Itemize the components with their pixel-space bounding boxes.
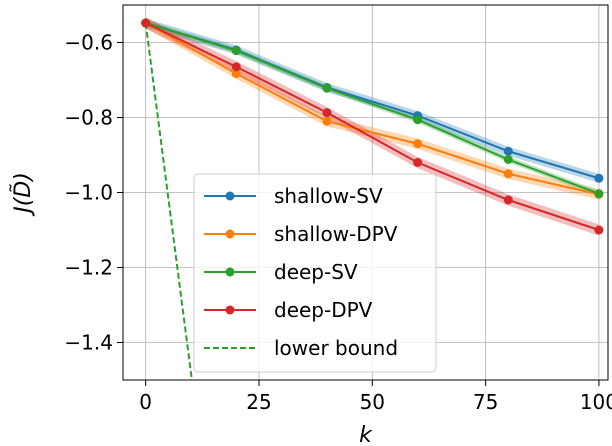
shallow-dpv-point [231, 69, 241, 79]
y-axis-label: J(D̃) [10, 172, 36, 217]
lower-bound-line [144, 22, 193, 381]
y-tick-label: −1.0 [64, 181, 113, 205]
legend-shallow-dpv-label: shallow-DPV [274, 222, 398, 246]
shallow-dpv-point [503, 169, 513, 179]
deep-dpv-line [145, 22, 600, 231]
legend-lower-bound-label: lower bound [274, 336, 398, 360]
x-tick-label: 75 [473, 390, 498, 414]
series-lines [144, 22, 600, 381]
legend-deep-dpv-label: deep-DPV [274, 298, 373, 322]
axis-ticks: 0 25 50 75 100 −1.4 −1.2 −1.0 −0.8 −0.6 [64, 31, 612, 415]
shallow-sv-point [594, 173, 604, 183]
x-tick-label: 50 [360, 390, 385, 414]
legend-shallow-dpv-marker [225, 229, 235, 239]
y-tick-label: −0.8 [64, 106, 113, 130]
y-tick-label: −1.4 [64, 331, 113, 355]
shallow-sv-point [503, 146, 513, 156]
legend-deep-sv-label: deep-SV [274, 260, 358, 284]
deep-dpv-point [322, 108, 332, 118]
deep-sv-point [231, 46, 241, 56]
shallow-dpv-band [145, 17, 599, 200]
series-markers [141, 18, 604, 235]
shallow-dpv-point [322, 116, 332, 126]
x-axis-label: k [359, 423, 373, 446]
deep-sv-point [503, 155, 513, 164]
deep-dpv-point [231, 62, 241, 72]
y-tick-label: −1.2 [64, 256, 113, 280]
deep-sv-band [145, 20, 599, 197]
x-tick-label: 0 [139, 390, 152, 414]
legend: shallow-SV shallow-DPV deep-SV deep-DPV lowe… [193, 173, 437, 373]
y-tick-label: −0.6 [64, 31, 113, 55]
deep-sv-point [413, 115, 423, 125]
legend-shallow-sv-marker [225, 191, 235, 201]
deep-sv-point [594, 189, 604, 199]
legend-deep-dpv-marker [225, 305, 235, 315]
shallow-dpv-line [145, 22, 600, 196]
deep-dpv-band [145, 17, 599, 236]
deep-dpv-point [594, 225, 604, 235]
deep-sv-point [322, 83, 332, 93]
deep-dpv-point [141, 18, 151, 28]
x-tick-label: 100 [580, 390, 612, 414]
deep-dpv-point [413, 158, 423, 167]
deep-sv-line [145, 22, 600, 195]
shallow-dpv-point [413, 139, 423, 149]
deep-dpv-point [503, 195, 513, 205]
legend-shallow-sv-label: shallow-SV [274, 184, 383, 208]
legend-box [193, 173, 437, 373]
x-tick-label: 25 [246, 390, 271, 414]
legend-deep-sv-marker [225, 267, 235, 277]
